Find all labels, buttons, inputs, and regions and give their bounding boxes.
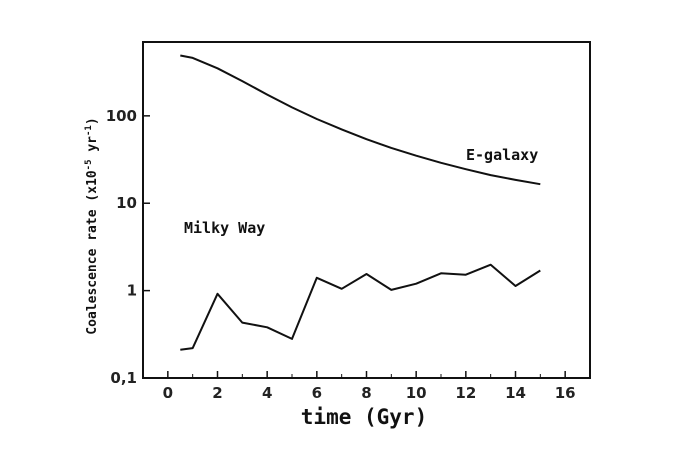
x-tick-label: 14 <box>505 384 526 402</box>
y-tick-label: 10 <box>116 194 137 212</box>
series-line-milky-way <box>180 263 541 351</box>
y-tick-label: 1 <box>127 282 137 300</box>
y-axis-title: Coalescence rate (x10-5 yr-1) <box>84 117 100 334</box>
x-tick-label: 0 <box>163 384 173 402</box>
y-axis-title-exp2: -1 <box>84 125 94 136</box>
y-tick-label: 100 <box>106 107 137 125</box>
series-lines <box>180 54 541 351</box>
x-tick-label: 2 <box>212 384 222 402</box>
series-label-milky-way: Milky Way <box>184 219 265 237</box>
y-axis-title-exp1: -5 <box>84 159 94 170</box>
y-tick-label: 0,1 <box>110 369 137 387</box>
x-tick-label: 4 <box>262 384 272 402</box>
x-tick-label: 10 <box>406 384 427 402</box>
y-axis-title-main: Coalescence rate (x10 <box>85 170 100 335</box>
x-tick-label: 16 <box>555 384 576 402</box>
plot-frame <box>142 41 591 379</box>
series-label-e-galaxy: E-galaxy <box>466 146 538 164</box>
y-axis-title-mid: yr <box>85 136 100 160</box>
x-tick-label: 8 <box>361 384 371 402</box>
x-axis-title: time (Gyr) <box>301 405 427 429</box>
x-tick-label: 6 <box>312 384 322 402</box>
x-tick-label: 12 <box>455 384 476 402</box>
x-axis-ticks: 0 2 4 6 8 10 12 14 16 <box>163 371 576 402</box>
y-axis-title-end: ) <box>85 117 100 125</box>
y-axis-ticks: 0,1 1 10 100 <box>106 107 150 387</box>
series-line-e-galaxy <box>180 54 541 186</box>
